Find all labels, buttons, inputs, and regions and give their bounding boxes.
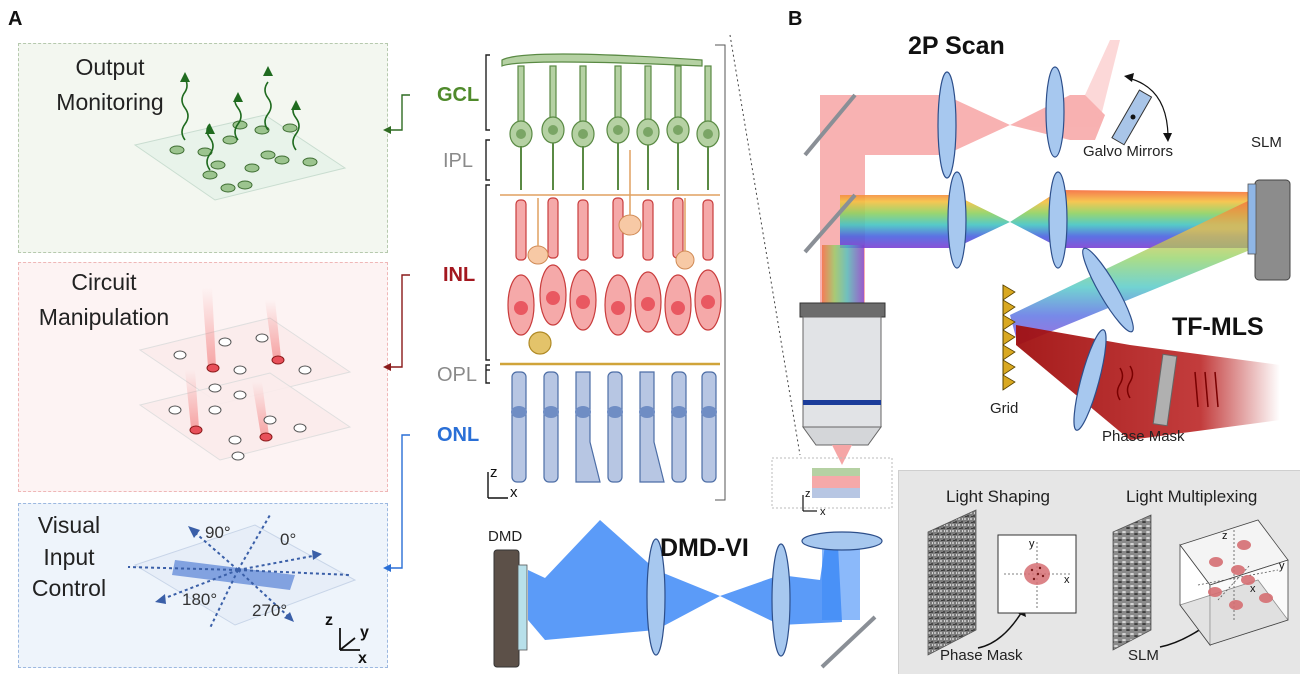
dmd-lens-top [801, 531, 883, 551]
panel-c-illustration [927, 509, 1289, 656]
manipulation-cells-active [189, 355, 285, 442]
horizontal-cell [528, 331, 552, 355]
angle-270-label: 270° [252, 601, 288, 620]
2p-beam [820, 40, 1120, 305]
label-dmd: DMD [488, 528, 523, 545]
zoom-lines [729, 34, 801, 456]
layer-label-opl: OPL [437, 364, 478, 386]
tf-red-beam [1016, 325, 1280, 440]
layer-label-onl: ONL [437, 424, 480, 446]
rainbow-diag [1010, 200, 1250, 345]
c-axis-x-2d: x [1064, 574, 1070, 586]
mini-axis-z-label: z [805, 488, 811, 500]
angle-180-label: 180° [182, 590, 218, 609]
c-axis-y-2d: y [1029, 538, 1035, 550]
visual-input-control-title: Visual Input Control [31, 512, 107, 602]
photoreceptors [511, 371, 717, 483]
lenses [937, 66, 1134, 431]
manipulation-plane-bottom [138, 372, 352, 461]
c-axis-z-3d: z [1222, 530, 1228, 542]
label-tf-mls: TF-MLS [1172, 313, 1264, 341]
label-dmd-vi: DMD-VI [660, 534, 749, 562]
label-phase-mask-c: Phase Mask [940, 647, 1023, 664]
panel-a-illustrations [127, 66, 360, 651]
label-2p-scan: 2P Scan [908, 32, 1005, 60]
multiplex-spots [1208, 540, 1273, 610]
label-slm-c: SLM [1128, 647, 1159, 664]
panel-letter-a: A [8, 8, 23, 30]
angle-0-label: 0° [280, 530, 297, 549]
vertical-beam [822, 245, 864, 310]
phase-mask-tile [927, 509, 977, 656]
diffraction-grid [1002, 284, 1016, 391]
panel-letter-b: B [788, 8, 803, 30]
layer-label-gcl: GCL [437, 84, 480, 106]
slm-tile [1112, 514, 1152, 651]
visual-bar [172, 560, 295, 590]
axis-z-label-a: z [325, 612, 333, 629]
axis-x-label-a: x [358, 650, 367, 667]
sample-thumbnail [812, 468, 860, 498]
axis-y-label-a: y [360, 624, 369, 641]
label-light-multiplexing: Light Multiplexing [1126, 487, 1258, 506]
retina-cross-section [485, 44, 726, 501]
c-axis-x-3d: x [1250, 583, 1256, 595]
output-arrowheads [180, 66, 301, 134]
output-plane [133, 114, 347, 201]
rainbow-beam [840, 190, 1250, 248]
dmd-beam [528, 520, 842, 640]
label-galvo-mirrors: Galvo Mirrors [1083, 143, 1174, 160]
panel-a-axes [339, 628, 360, 651]
circuit-manipulation-title: Circuit Manipulation [38, 269, 170, 330]
label-phase-mask-b: Phase Mask [1102, 428, 1185, 445]
amacrine-cells [527, 214, 695, 270]
direction-arrows [127, 514, 351, 629]
phase-mask-device [1152, 353, 1178, 427]
layer-label-ipl: IPL [443, 150, 474, 172]
dmd-device [493, 549, 520, 668]
dmd-lens-1 [646, 538, 666, 656]
retina-axis-z-label: z [490, 464, 498, 481]
retina-axis-x-label: x [510, 484, 518, 501]
angle-90-label: 90° [205, 523, 231, 542]
panel-b-optics [493, 40, 1291, 669]
output-monitoring-title: Output Monitoring [56, 54, 164, 115]
slm-device [1254, 179, 1291, 281]
layer-label-inl: INL [443, 264, 476, 286]
label-grid: Grid [990, 400, 1019, 417]
c-axis-y-3d: y [1279, 560, 1285, 572]
label-slm: SLM [1251, 134, 1282, 151]
label-light-shaping: Light Shaping [946, 487, 1050, 506]
mini-axis-x-label: x [820, 506, 826, 518]
dmd-lens-2 [771, 543, 791, 657]
stim-beams [185, 288, 281, 436]
objective-lens [799, 302, 886, 446]
retina-connectors [383, 94, 410, 572]
manipulation-cells-open [168, 333, 312, 461]
direction-arrowheads [155, 526, 322, 622]
